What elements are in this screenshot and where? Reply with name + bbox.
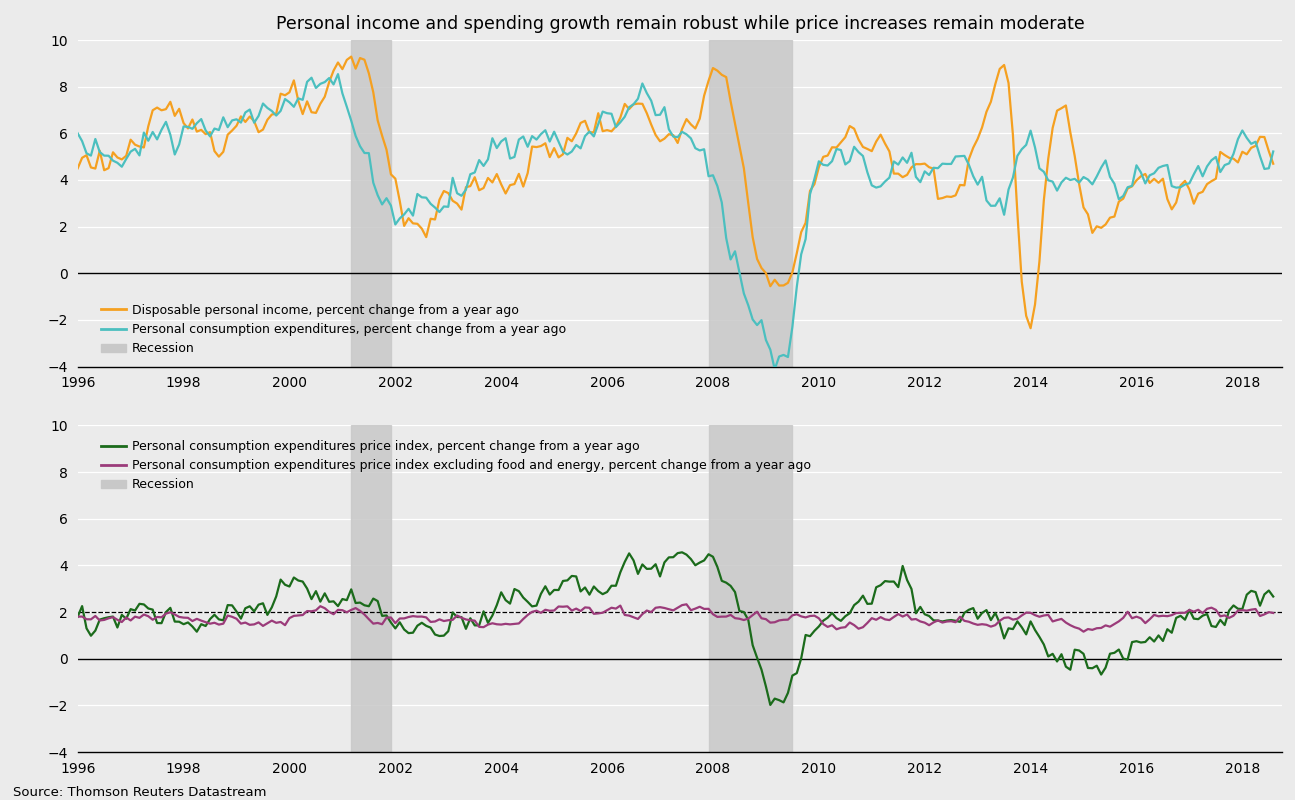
Bar — [708, 40, 793, 366]
Text: Source: Thomson Reuters Datastream: Source: Thomson Reuters Datastream — [13, 786, 267, 799]
Bar — [351, 40, 391, 366]
Bar — [351, 426, 391, 752]
Legend: Disposable personal income, percent change from a year ago, Personal consumption: Disposable personal income, percent chan… — [96, 299, 571, 360]
Title: Personal income and spending growth remain robust while price increases remain m: Personal income and spending growth rema… — [276, 15, 1084, 33]
Legend: Personal consumption expenditures price index, percent change from a year ago, P: Personal consumption expenditures price … — [96, 435, 816, 497]
Bar — [708, 426, 793, 752]
